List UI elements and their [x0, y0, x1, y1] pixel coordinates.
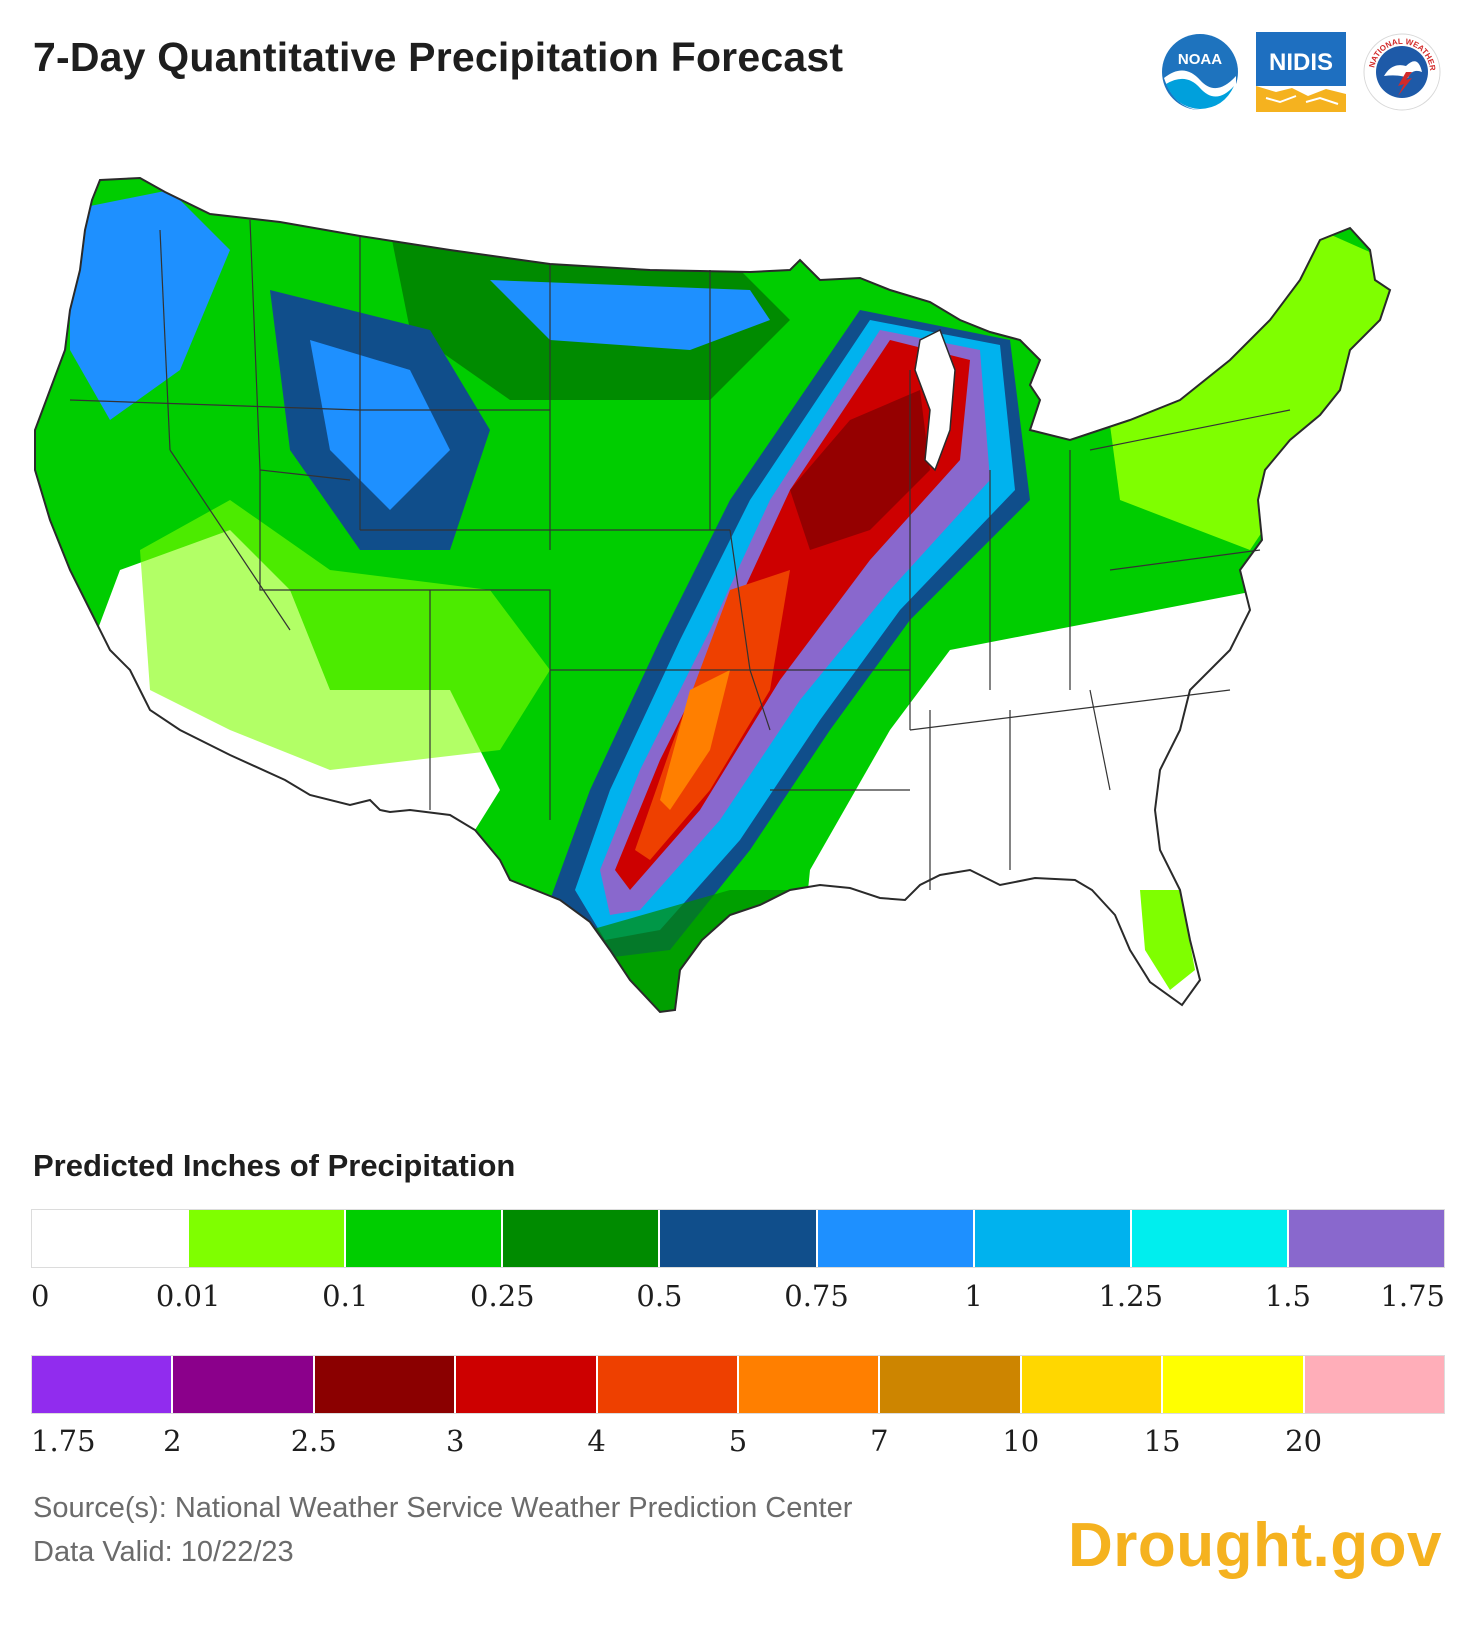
- legend-tick-label: 10: [1002, 1424, 1040, 1458]
- legend-tick-label: 1.5: [1264, 1279, 1311, 1313]
- legend-swatch: #ffff00: [1163, 1356, 1305, 1413]
- legend-swatch: #ffd700: [1021, 1356, 1164, 1413]
- lake-michigan: [914, 328, 956, 472]
- legend-tick-label: 0.5: [636, 1279, 683, 1313]
- nidis-logo[interactable]: NIDIS: [1256, 32, 1346, 112]
- legend-swatch: #912cee: [32, 1356, 174, 1413]
- legend-tick-label: 0.25: [470, 1279, 535, 1313]
- drought-gov-brand[interactable]: Drought.gov: [1068, 1511, 1442, 1580]
- legend-title: Predicted Inches of Precipitation: [33, 1148, 516, 1183]
- southwest-light: [140, 500, 550, 770]
- data-valid-date: Data Valid: 10/22/23: [33, 1536, 294, 1568]
- legend-row-2: #912cee#8b008b#8b0000#cd0000#ee4000#ff7f…: [31, 1355, 1445, 1414]
- legend-tick-label: 2.5: [290, 1424, 337, 1458]
- legend-tick-label: 4: [587, 1424, 606, 1458]
- legend-tick-label: 15: [1143, 1424, 1181, 1458]
- legend-tick-label: 5: [728, 1424, 748, 1458]
- legend-swatch: #ff7f00: [739, 1356, 881, 1413]
- legend-ticks-1: 0 0.01 0.1 0.25 0.5 0.75 1 1.25 1.5 1.75: [31, 1279, 1445, 1319]
- legend-tick-label: 0.01: [155, 1279, 221, 1313]
- legend-swatch: #8b0000: [314, 1356, 457, 1413]
- northeast: [1100, 230, 1390, 550]
- legend-tick-label: 20: [1285, 1424, 1323, 1458]
- pacific-northwest: [70, 190, 230, 420]
- legend-tick-label: 0.75: [784, 1279, 849, 1313]
- legend-tick-label: 1.25: [1098, 1279, 1164, 1313]
- core-dark: [790, 390, 930, 550]
- florida-light: [1140, 890, 1195, 990]
- central-rockies-inner: [310, 340, 450, 510]
- legend-tick-label: 0: [31, 1279, 50, 1313]
- legend-tick-label: 1: [964, 1279, 983, 1313]
- nws-logo[interactable]: NATIONAL WEATHER SERVICE: [1362, 32, 1442, 112]
- core-peak: [660, 670, 730, 810]
- legend-swatch: #ffaeb9: [1304, 1356, 1445, 1413]
- legend-swatch: #00eeee: [1131, 1210, 1289, 1267]
- legend-tick-label: 1.75: [31, 1424, 96, 1458]
- northern-plains-blue: [490, 280, 770, 350]
- legend-tick-label: 2: [163, 1424, 182, 1458]
- conus-outline: [34, 176, 1392, 1014]
- state-borders: [69, 219, 1291, 890]
- legend-swatch: #8b008b: [173, 1356, 315, 1413]
- noaa-logo-text: NOAA: [1178, 51, 1222, 68]
- legend-tick-label: 3: [445, 1424, 465, 1458]
- legend-row-1: #ffffff#7fff00#00cd00#008b00#104e8b#1e90…: [31, 1209, 1445, 1268]
- legend-swatch: #8968cd: [1288, 1210, 1444, 1267]
- legend-swatch: #00cd00: [346, 1210, 504, 1267]
- legend-ticks-2: 1.75 2 2.5 3 4 5 7 10 15 20: [31, 1424, 1445, 1464]
- legend-swatch: #cd0000: [456, 1356, 598, 1413]
- legend-swatch: #cd8500: [880, 1356, 1022, 1413]
- legend-tick-label: 1.75: [1380, 1279, 1445, 1313]
- legend-swatch: #ffffff: [32, 1210, 190, 1267]
- partner-logos: NOAA NIDIS NATIONAL WEATHER SERVICE: [1160, 30, 1450, 114]
- page-title: 7-Day Quantitative Precipitation Forecas…: [33, 34, 844, 80]
- legend-tick-label: 0.1: [322, 1279, 369, 1313]
- precipitation-map: [34, 176, 1392, 1014]
- legend-swatch: #104e8b: [660, 1210, 818, 1267]
- noaa-logo[interactable]: NOAA: [1160, 32, 1240, 112]
- legend-tick-label: 7: [870, 1424, 889, 1458]
- legend-swatch: #008b00: [503, 1210, 661, 1267]
- legend-swatch: #00b2ee: [974, 1210, 1132, 1267]
- nidis-logo-text: NIDIS: [1269, 49, 1333, 76]
- source-note: Source(s): National Weather Service Weat…: [33, 1492, 853, 1524]
- legend-swatch: #1e90ff: [817, 1210, 975, 1267]
- legend-swatch: #7fff00: [189, 1210, 347, 1267]
- legend-swatch: #ee4000: [597, 1356, 740, 1413]
